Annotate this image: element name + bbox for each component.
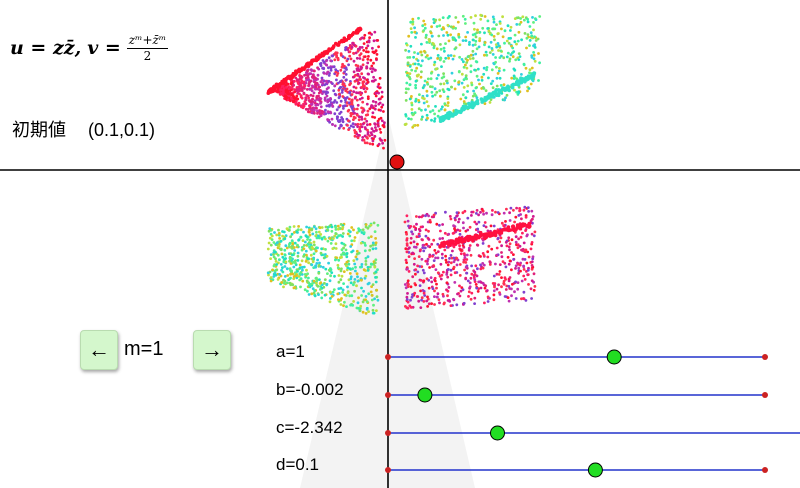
slider-b-end-point (762, 392, 768, 398)
left-arrow-icon: ← (88, 337, 110, 362)
point-cloud (266, 13, 542, 315)
initial-value: (0.1,0.1) (88, 120, 156, 140)
slider-d-label: d=0.1 (276, 455, 320, 474)
initial-value-text: 初期値 (0.1,0.1) (12, 116, 155, 142)
prev-button[interactable]: ← (80, 330, 118, 370)
formula-denominator: 2 (143, 48, 152, 63)
slider-a-label: a=1 (276, 342, 305, 361)
slider-d-start-point (385, 467, 391, 473)
transform-formula: u = z z̄ , v = zᵐ+z̄ᵐ 2 (10, 33, 169, 63)
slider-b-knob[interactable] (417, 387, 433, 403)
slider-d-knob[interactable] (587, 462, 603, 478)
right-arrow-icon: → (201, 337, 223, 362)
formula-v-lhs: v = (87, 37, 121, 60)
initial-point[interactable] (389, 154, 405, 170)
formula-separator: , (74, 37, 82, 60)
next-button[interactable]: → (193, 330, 231, 370)
formula-u-conj: z̄ (63, 37, 75, 60)
m-label: m=1 (124, 338, 164, 360)
formula-numerator: zᵐ+z̄ᵐ (126, 33, 169, 49)
slider-d-end-point (762, 467, 768, 473)
slider-a-end-point (762, 354, 768, 360)
slider-a-start-point (385, 354, 391, 360)
formula-u-lhs: u = z (10, 37, 64, 60)
slider-a-knob[interactable] (606, 349, 622, 365)
slider-b-start-point (385, 392, 391, 398)
initial-label: 初期値 (12, 120, 66, 140)
slider-c-knob[interactable] (490, 425, 505, 441)
slider-c-label: c=-2.342 (276, 418, 343, 437)
slider-b-label: b=-0.002 (276, 380, 344, 399)
slider-c-start-point (385, 430, 391, 436)
formula-fraction: zᵐ+z̄ᵐ 2 (126, 33, 169, 63)
